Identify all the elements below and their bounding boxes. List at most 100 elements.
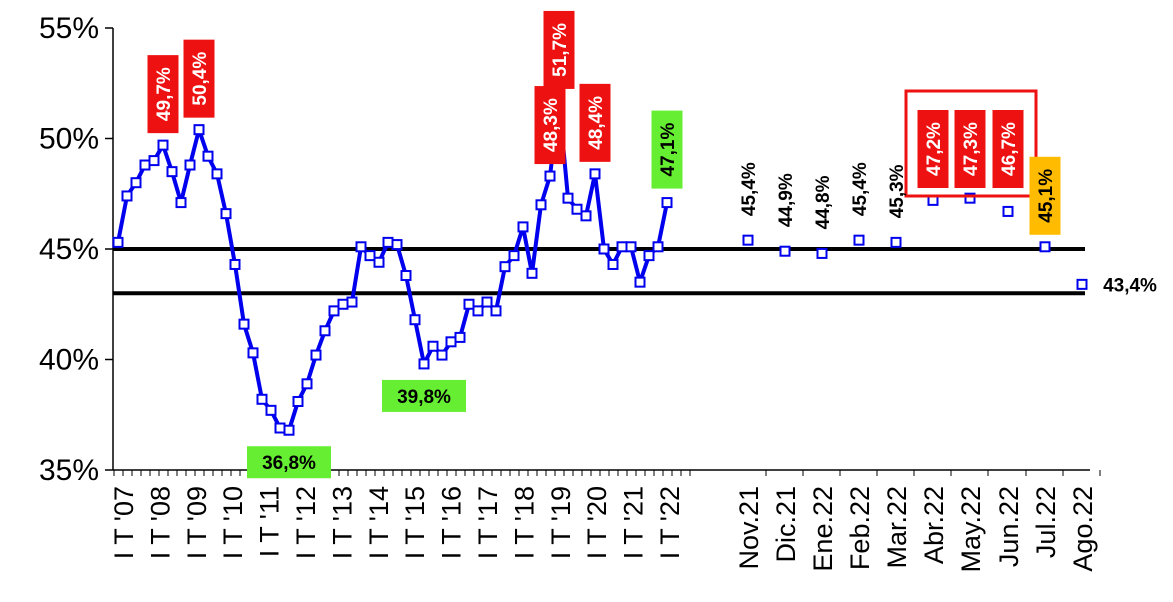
- data-point: [400, 270, 412, 282]
- data-label: 47,2%: [917, 110, 949, 188]
- data-point: [607, 258, 619, 270]
- data-label: 48,3%: [534, 86, 566, 165]
- data-point: [890, 236, 902, 248]
- data-label-text: 51,7%: [550, 23, 571, 77]
- x-tick-label: Dic.21: [771, 486, 801, 563]
- data-point: [634, 276, 646, 288]
- data-point: [742, 234, 754, 246]
- data-label-text: 50,4%: [190, 52, 211, 106]
- x-tick-label: Ago.22: [1068, 486, 1098, 572]
- x-tick-label: Abr.22: [919, 486, 949, 564]
- data-point: [508, 250, 520, 262]
- data-point: [283, 424, 295, 436]
- data-label-background: [382, 379, 466, 412]
- data-label: 47,1%: [651, 110, 683, 189]
- y-tick-label: 50%: [39, 123, 99, 156]
- data-point: [661, 197, 673, 209]
- data-label-background: [579, 83, 611, 162]
- data-markers: [112, 95, 1088, 436]
- x-tick-label: I T '14: [364, 486, 394, 559]
- data-label: 44,8%: [813, 175, 834, 229]
- data-label: 36,8%: [247, 446, 331, 479]
- x-tick-label: I T '17: [473, 486, 503, 559]
- data-label-text: 36,8%: [262, 453, 316, 474]
- data-label-background: [651, 110, 683, 189]
- data-label-background: [1029, 156, 1061, 235]
- data-label-background: [543, 10, 575, 89]
- data-point: [184, 159, 196, 171]
- data-point: [1002, 205, 1014, 217]
- data-point: [337, 298, 349, 310]
- data-point: [139, 159, 151, 171]
- data-point: [517, 221, 529, 233]
- x-tick-label: I T '13: [327, 486, 357, 559]
- x-tick-label: I T '22: [655, 486, 685, 559]
- data-label: 47,3%: [954, 110, 986, 188]
- data-point: [472, 305, 484, 317]
- data-label-text: 46,7%: [999, 122, 1020, 176]
- x-tick-labels: I T '07 I T '08 I T '09 I T '10 I T '11 I T '…: [109, 486, 1098, 573]
- x-tick-label: Mar.22: [882, 486, 912, 569]
- x-tick-label: Nov.21: [734, 486, 764, 570]
- data-label-text: 49,7%: [154, 67, 175, 121]
- data-point: [229, 258, 241, 270]
- data-point: [526, 267, 538, 279]
- data-point: [445, 336, 457, 348]
- data-point: [238, 318, 250, 330]
- x-tick-label: I T '15: [400, 486, 430, 559]
- data-label-text: 47,3%: [961, 122, 982, 176]
- x-tick-label: I T '11: [255, 486, 285, 557]
- y-tick-label: 45%: [39, 233, 99, 266]
- data-point: [292, 395, 304, 407]
- data-point: [463, 298, 475, 310]
- data-point: [589, 168, 601, 180]
- data-point: [220, 208, 232, 220]
- data-label-text: 44,9%: [776, 173, 797, 227]
- data-label-text: 47,2%: [924, 122, 945, 176]
- data-point: [148, 155, 160, 167]
- x-tick-label: I T '07: [109, 486, 139, 559]
- data-point: [319, 325, 331, 337]
- data-label: 46,7%: [992, 110, 1024, 188]
- data-label-background: [183, 39, 215, 118]
- data-label-background: [992, 110, 1024, 188]
- data-point: [616, 241, 628, 253]
- data-point: [490, 305, 502, 317]
- data-label-text: 47,1%: [658, 123, 679, 177]
- data-label-text: 45,4%: [739, 162, 760, 216]
- x-tick-label: I T '09: [182, 486, 212, 559]
- data-label-text: 48,4%: [586, 96, 607, 150]
- data-point: [328, 305, 340, 317]
- y-tick-label: 55%: [39, 12, 99, 45]
- x-tick-label: Feb.22: [845, 486, 875, 570]
- data-point: [130, 177, 142, 189]
- data-point: [481, 296, 493, 308]
- data-label-background: [917, 110, 949, 188]
- data-point: [643, 250, 655, 262]
- data-point: [816, 247, 828, 259]
- data-label: 45,4%: [850, 162, 871, 216]
- data-point: [562, 192, 574, 204]
- x-tick-label: May.22: [956, 486, 986, 573]
- data-label-text: 45,3%: [887, 164, 908, 218]
- x-tick-label: I T '18: [509, 486, 539, 559]
- data-label: 43,4%: [1103, 275, 1157, 296]
- x-tick-label: I T '21: [619, 486, 649, 559]
- data-point: [202, 150, 214, 162]
- data-point: [301, 378, 313, 390]
- data-point: [571, 203, 583, 215]
- y-tick-label: 35%: [39, 454, 99, 487]
- data-label-text: 43,4%: [1103, 275, 1157, 296]
- x-tick-label: I T '16: [437, 486, 467, 559]
- data-point: [355, 241, 367, 253]
- data-label: 44,9%: [776, 173, 797, 227]
- data-label: 50,4%: [183, 39, 215, 118]
- data-point: [964, 192, 976, 204]
- data-label-text: 44,8%: [813, 175, 834, 229]
- x-tick-label: I T '10: [218, 486, 248, 559]
- data-point: [364, 250, 376, 262]
- data-label: 45,1%: [1029, 156, 1061, 235]
- data-point: [391, 239, 403, 251]
- data-label-text: 45,4%: [850, 162, 871, 216]
- data-point: [211, 168, 223, 180]
